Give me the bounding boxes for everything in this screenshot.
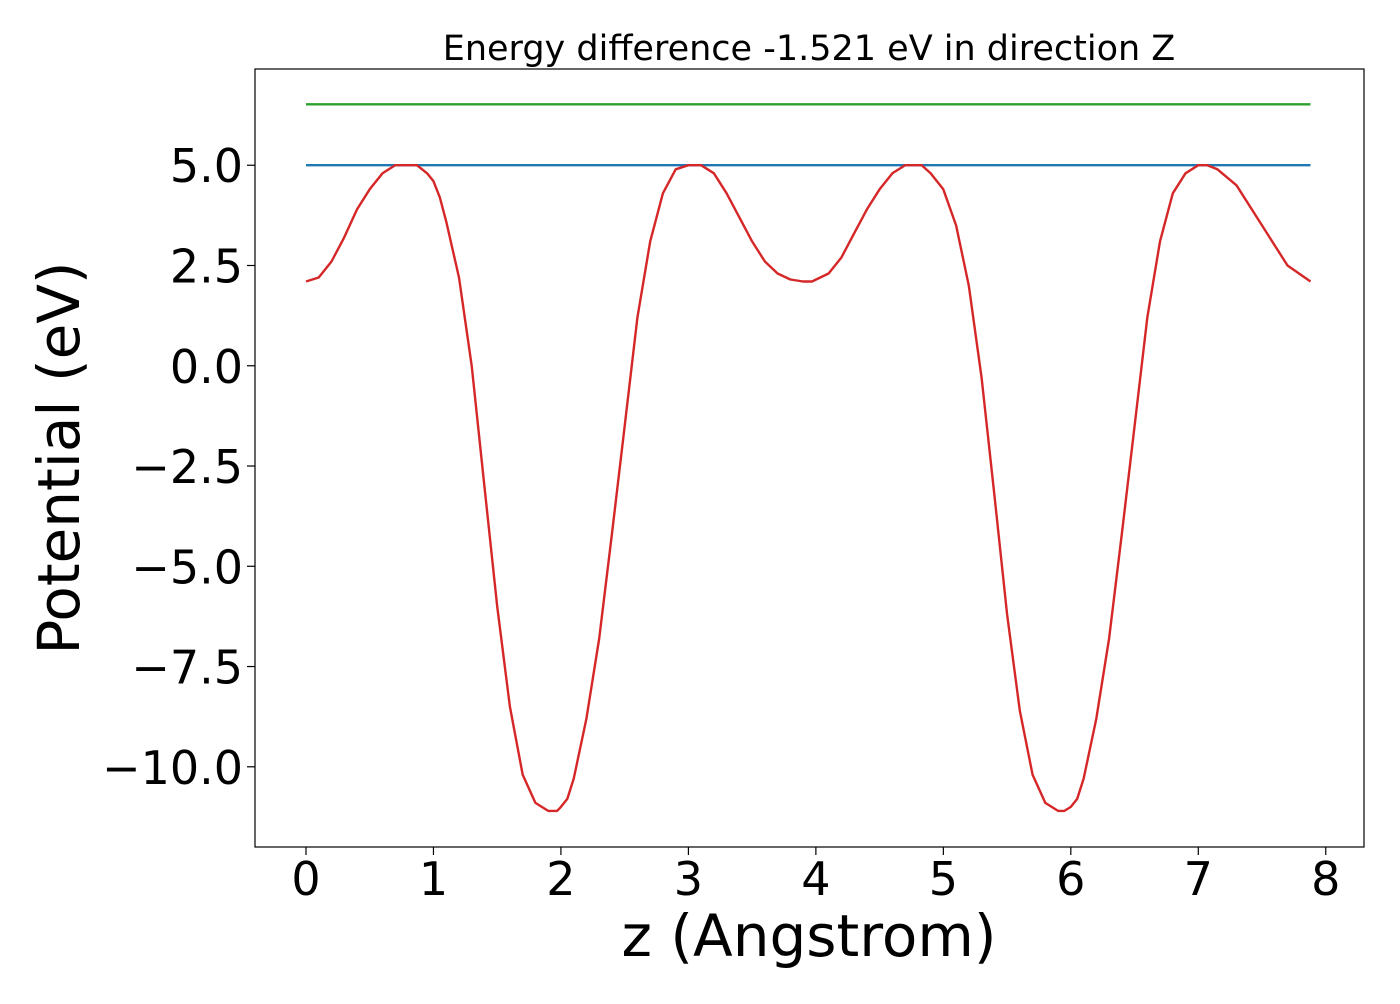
x-tick-label: 2 [546,852,575,906]
x-tick-label: 4 [801,852,830,906]
y-tick-label: −7.5 [131,641,243,695]
x-tick-label: 5 [929,852,958,906]
series-line-2 [305,163,1312,813]
plot-frame [254,68,1365,848]
x-tick-label: 6 [1056,852,1085,906]
x-tick-label: 0 [291,852,320,906]
y-tick-label: 5.0 [170,139,243,193]
y-tick-label: −5.0 [131,540,243,594]
y-tick-label: −10.0 [102,741,243,795]
y-axis-label: Potential (eV) [25,261,93,654]
x-axis: 0 1 2 3 4 5 6 7 8 [291,847,1340,906]
x-axis-label: z (Angstrom) [622,902,997,970]
y-axis: 5.0 2.5 0.0 −2.5 −5.0 −7.5 −10.0 [102,139,255,795]
x-tick-label: 3 [674,852,703,906]
y-tick-label: 0.0 [170,340,243,394]
x-tick-label: 7 [1184,852,1213,906]
chart-title: Energy difference -1.521 eV in direction… [443,29,1176,69]
x-tick-label: 1 [419,852,448,906]
series-layer [305,103,1312,813]
x-tick-label: 8 [1311,852,1340,906]
y-tick-label: −2.5 [131,440,243,494]
y-tick-label: 2.5 [170,240,243,294]
